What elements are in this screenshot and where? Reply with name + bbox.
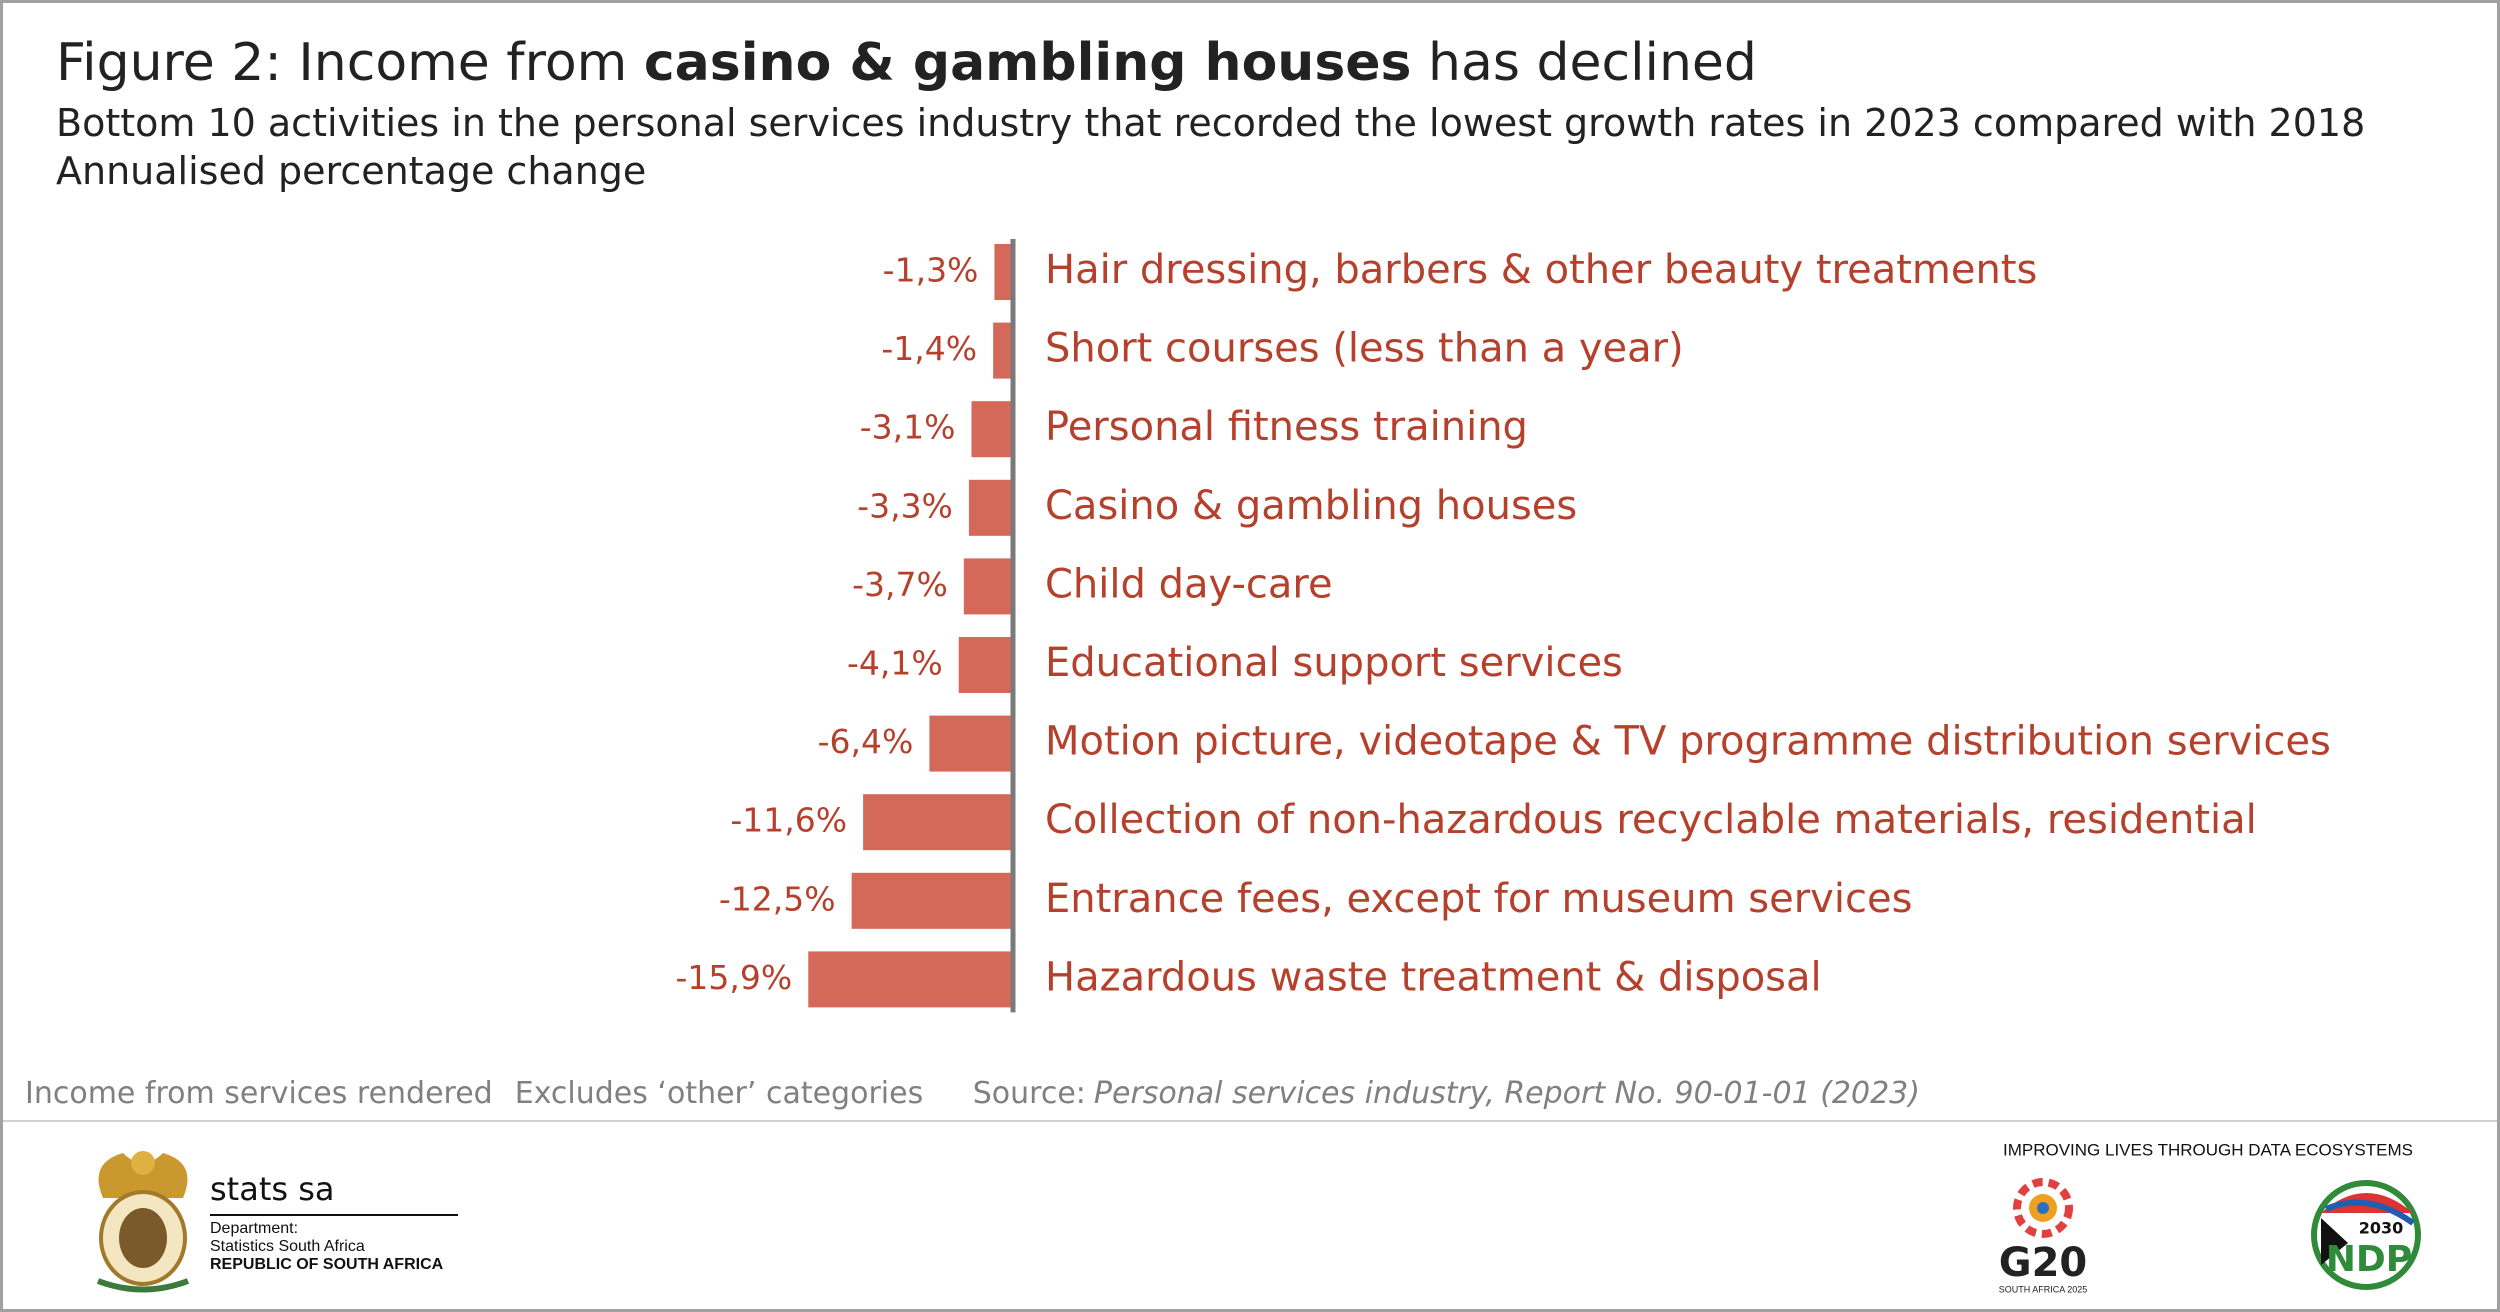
bar <box>971 401 1011 458</box>
g20-sub: SOUTH AFRICA 2025 <box>1999 1284 2088 1294</box>
value-label: -15,9% <box>676 958 793 997</box>
bar <box>808 951 1011 1008</box>
chart-title: Figure 2: Income from casino & gambling … <box>56 33 1757 93</box>
category-label: Entrance fees, except for museum service… <box>1045 876 1912 922</box>
value-label: -6,4% <box>818 722 914 761</box>
bar <box>958 637 1011 693</box>
value-label: -1,3% <box>883 251 979 290</box>
notes: Income from services rendered Excludes ‘o… <box>25 1076 1920 1111</box>
value-label: -1,4% <box>881 329 977 368</box>
category-label: Casino & gambling houses <box>1045 483 1577 529</box>
category-label: Collection of non-hazardous recyclable m… <box>1045 797 2257 843</box>
bar <box>963 558 1011 615</box>
source: Personal services industry, Report No. 9… <box>1093 1076 1920 1111</box>
value-label: -3,1% <box>860 408 956 447</box>
dept: Department: <box>210 1220 298 1237</box>
title-part: Figure 2: Income from <box>56 33 628 93</box>
category-label: Motion picture, videotape & TV programme… <box>1045 719 2331 765</box>
bar <box>851 872 1011 929</box>
value-label: -3,7% <box>852 565 948 604</box>
note: Excludes ‘other’ categories <box>514 1076 924 1111</box>
bar <box>994 244 1011 300</box>
measure-label: Annualised percentage change <box>56 149 647 193</box>
category-label: Personal fitness training <box>1045 404 1528 450</box>
value-label: -11,6% <box>730 801 847 840</box>
category-label: Educational support services <box>1045 640 1623 686</box>
category-label: Child day-care <box>1045 561 1333 607</box>
category-label: Short courses (less than a year) <box>1045 326 1684 372</box>
g20-logo <box>2013 1178 2073 1238</box>
ndp-logo <box>2311 1180 2421 1290</box>
category-label: Hair dressing, barbers & other beauty tr… <box>1045 247 2037 293</box>
chart: stats sa Department: Statistics South Af… <box>3 239 2497 1294</box>
org: Statistics South Africa <box>210 1238 365 1255</box>
value-label: -12,5% <box>719 879 836 918</box>
title-bold: casino & gambling houses <box>643 33 1412 93</box>
country: REPUBLIC OF SOUTH AFRICA <box>210 1256 444 1273</box>
source-label: Source: <box>972 1076 1086 1111</box>
value-label: -4,1% <box>847 644 943 683</box>
subtitle: Bottom 10 activities in the personal ser… <box>56 101 2366 145</box>
note: Income from services rendered <box>25 1076 493 1111</box>
ndp-year: 2030 <box>2359 1219 2404 1238</box>
bar <box>863 794 1011 851</box>
tagline: IMPROVING LIVES THROUGH DATA ECOSYSTEMS <box>2003 1140 2413 1159</box>
ndp: NDP <box>2326 1239 2412 1280</box>
bar <box>993 322 1011 379</box>
coat-of-arms <box>96 1151 190 1293</box>
value-label: -3,3% <box>857 486 953 525</box>
title-part: has declined <box>1428 33 1757 93</box>
bar <box>929 715 1011 772</box>
bar <box>968 479 1011 536</box>
category-label: Hazardous waste treatment & disposal <box>1045 954 1822 1000</box>
g20: G20 <box>1999 1240 2088 1286</box>
brand: stats sa <box>210 1170 335 1208</box>
